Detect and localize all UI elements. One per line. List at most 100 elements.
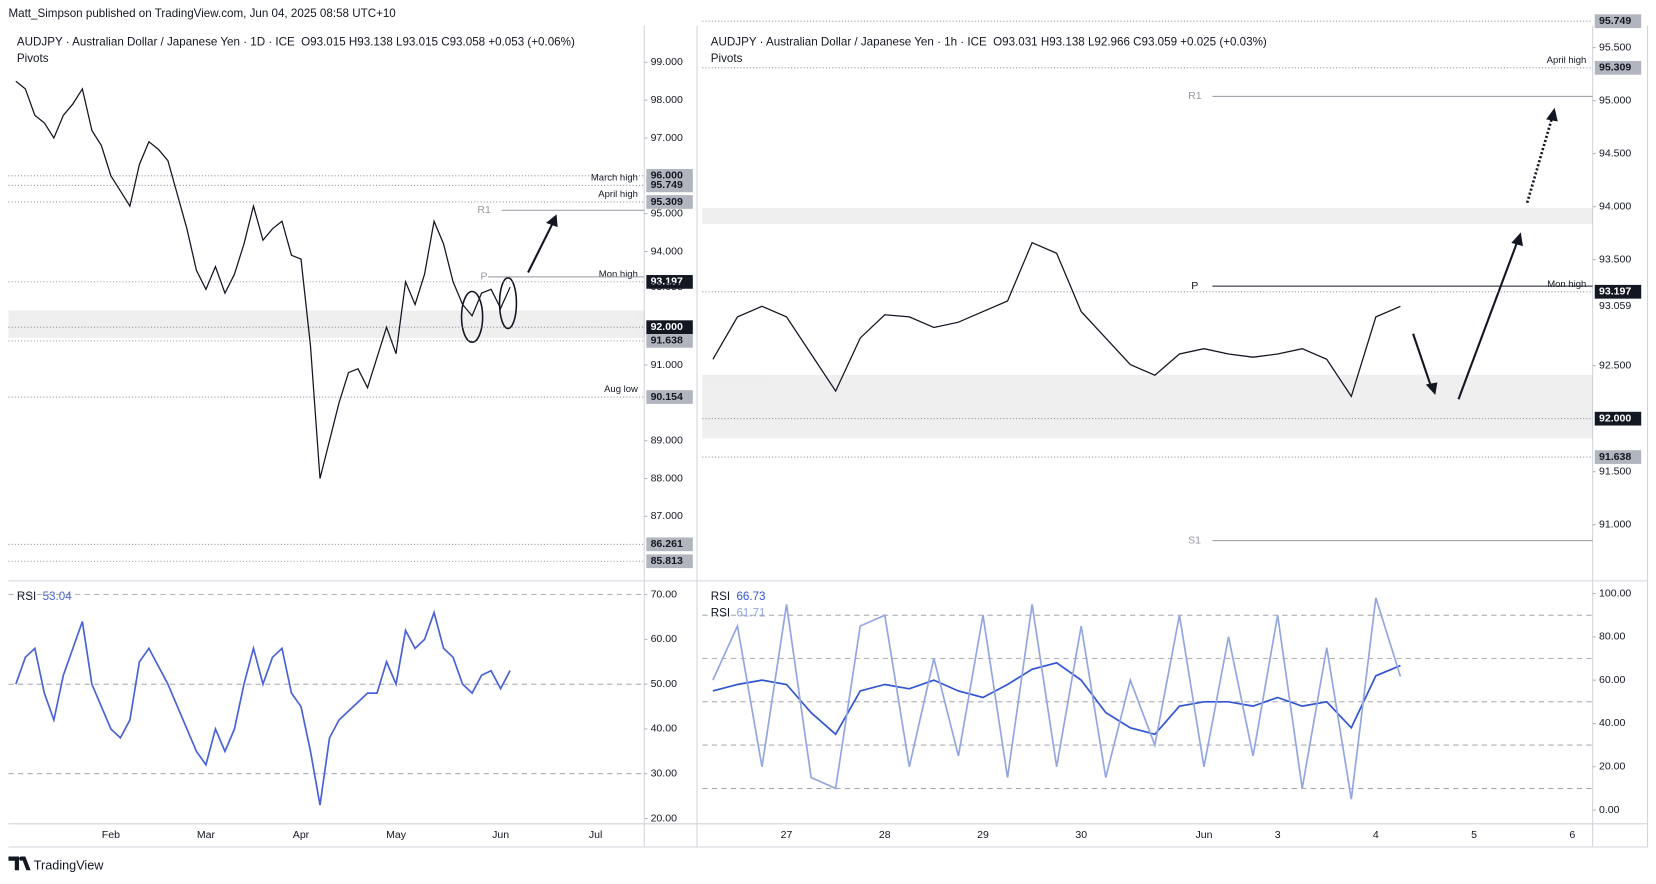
ohlc: O93.031 H93.138 L92.966 C93.059 +0.025 (… <box>993 35 1267 48</box>
y-tick-label: 95.500 <box>1599 41 1631 53</box>
price-label-box <box>1594 450 1642 464</box>
x-tick-label: Jun <box>1195 829 1212 841</box>
x-tick-label: 28 <box>879 829 891 841</box>
price-label: 92.000 <box>651 321 683 333</box>
chart-subtitle: Pivots <box>711 52 743 65</box>
x-tick-label: Mar <box>197 829 216 841</box>
price-label-box <box>646 275 693 289</box>
x-tick-label: May <box>386 829 407 841</box>
y-tick-label: 50.00 <box>651 678 678 690</box>
level-note: Mon high <box>1547 279 1586 290</box>
price-label: 86.261 <box>651 538 683 550</box>
y-tick-label: 70.00 <box>651 588 678 600</box>
price-label-box <box>1594 14 1642 29</box>
x-tick-label: Jun <box>492 829 509 841</box>
chart-subtitle: Pivots <box>17 52 49 65</box>
x-tick-label: 29 <box>977 829 989 841</box>
ohlc: O93.015 H93.138 L93.015 C93.058 +0.053 (… <box>301 35 575 48</box>
x-tick-label: 5 <box>1471 829 1477 841</box>
y-tick-label: 60.00 <box>651 633 678 645</box>
price-label: 91.638 <box>651 335 683 347</box>
level-note: April high <box>1547 55 1587 66</box>
series-line <box>712 661 1401 736</box>
x-tick-label: Feb <box>102 829 120 841</box>
chart-title: AUDJPY · Australian Dollar / Japanese Ye… <box>17 35 295 48</box>
price-label-box <box>1594 411 1642 426</box>
y-tick-label: 30.00 <box>651 768 678 780</box>
level-note: Mon high <box>599 269 638 280</box>
price-label-box <box>646 537 693 552</box>
brand-logo <box>8 856 31 871</box>
price-label: 92.000 <box>1599 412 1631 424</box>
level-note: April high <box>598 189 638 200</box>
price-label: 85.813 <box>651 555 683 567</box>
level-note: March high <box>591 172 638 183</box>
zones <box>8 208 1593 439</box>
series-line <box>15 609 511 806</box>
legend-value: 66.73 <box>736 590 765 603</box>
x-tick-label: 6 <box>1569 829 1575 841</box>
y-tick-label: 94.000 <box>651 245 683 257</box>
price-label: 90.154 <box>651 391 683 403</box>
price-label-box <box>1594 284 1642 299</box>
legend-value: 61.71 <box>736 607 765 620</box>
price-label: 95.749 <box>1599 15 1631 27</box>
y-tick-label: 60.00 <box>1599 674 1626 686</box>
x-tick-label: 3 <box>1275 829 1281 841</box>
y-tick-label: 91.000 <box>651 359 683 371</box>
current-price: 93.059 <box>1599 300 1631 312</box>
arrow-heads <box>546 107 1558 396</box>
pivot-label: P <box>481 271 488 283</box>
level-note: Aug low <box>604 384 638 395</box>
price-label: 91.638 <box>1599 451 1631 463</box>
y-tick-label: 99.000 <box>651 56 683 68</box>
y-tick-label: 91.500 <box>1599 465 1631 477</box>
series-line <box>712 597 1402 800</box>
price-label-box <box>1594 60 1642 75</box>
series-line <box>712 241 1401 398</box>
x-tick-label: Jul <box>589 829 602 841</box>
price-label: 95.309 <box>1599 62 1631 74</box>
legend-name: RSI <box>711 590 730 603</box>
y-tick-label: 80.00 <box>1599 631 1626 643</box>
chart-title: AUDJPY · Australian Dollar / Japanese Ye… <box>711 35 987 48</box>
y-tick-label: 95.000 <box>1599 94 1631 106</box>
price-label: 93.197 <box>1599 286 1631 298</box>
y-tick-label: 40.00 <box>1599 717 1626 729</box>
x-tick-label: 4 <box>1373 829 1379 841</box>
y-tick-label: 89.000 <box>651 434 683 446</box>
y-tick-label: 88.000 <box>651 472 683 484</box>
y-tick-label: 98.000 <box>651 94 683 106</box>
pivot-label: R1 <box>1188 90 1202 102</box>
publish-header: Matt_Simpson published on TradingView.co… <box>8 7 395 20</box>
pivot-label: P <box>1191 280 1198 292</box>
y-tick-label: 94.500 <box>1599 147 1631 159</box>
price-label: 93.197 <box>651 276 683 288</box>
price-label-box <box>646 334 693 348</box>
y-tick-label: 97.000 <box>651 132 683 144</box>
price-label-box <box>646 178 693 193</box>
price-label-box <box>646 554 693 569</box>
brand-name: TradingView <box>34 858 105 872</box>
legend-value: 53.04 <box>43 590 73 603</box>
x-tick-label: Apr <box>293 829 310 841</box>
series-line <box>15 80 511 479</box>
y-tick-label: 40.00 <box>651 723 678 735</box>
price-label-box <box>646 320 693 335</box>
legend-name: RSI <box>17 590 36 603</box>
y-tick-label: 95.000 <box>651 207 683 219</box>
legend-name: RSI <box>711 607 730 620</box>
y-tick-label: 91.000 <box>1599 518 1631 530</box>
y-tick-label: 20.00 <box>651 812 678 824</box>
current-price: 93.058 <box>651 281 683 293</box>
price-label: 95.309 <box>651 196 683 208</box>
price-label: 95.749 <box>651 179 683 191</box>
price-label-box <box>646 390 693 404</box>
y-tick-label: 87.000 <box>651 510 683 522</box>
pivot-label: S1 <box>1188 534 1201 546</box>
pivot-label: R1 <box>477 204 491 216</box>
y-tick-label: 20.00 <box>1599 761 1626 773</box>
x-tick-label: 27 <box>781 829 793 841</box>
